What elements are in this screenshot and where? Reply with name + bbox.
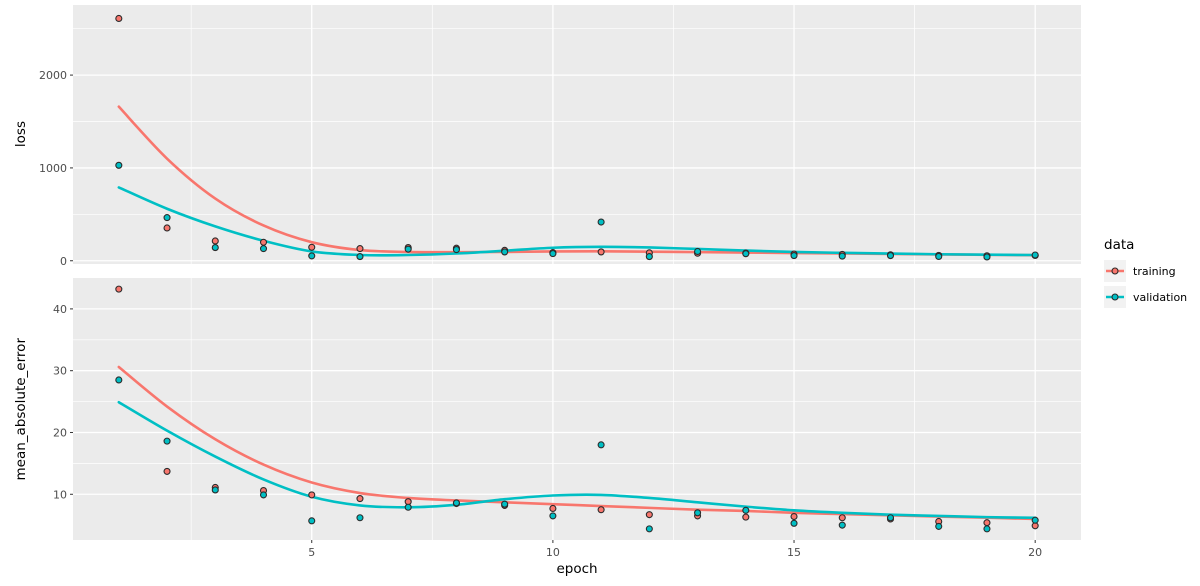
point-validation-loss-epoch-7 (404, 245, 412, 253)
point-validation-loss-epoch-18 (935, 252, 943, 261)
legend-item-training: training (1104, 260, 1187, 282)
y-tick-label: 2000 (39, 69, 67, 82)
panel-background-loss (73, 5, 1081, 264)
point-validation-mean_absolute_error-epoch-1 (115, 376, 123, 384)
point-validation-mean_absolute_error-epoch-15 (790, 519, 798, 527)
point-validation-loss-epoch-4 (259, 245, 268, 253)
point-training-mean_absolute_error-epoch-12 (645, 511, 653, 519)
legend-key-training-icon (1104, 260, 1126, 282)
facet-panel-mean_absolute_error: 10 20 30 40 5 10 15 20 (53, 278, 1081, 559)
point-validation-mean_absolute_error-epoch-14 (742, 506, 750, 514)
facet-panel-loss: 0 1000 2000 (39, 5, 1081, 268)
x-tick-label: 20 (1028, 546, 1042, 559)
legend-label-training: training (1133, 264, 1176, 278)
point-training-loss-epoch-3 (211, 237, 219, 245)
y-tick-label: 10 (53, 488, 67, 501)
point-training-mean_absolute_error-epoch-16 (838, 514, 846, 522)
point-training-mean_absolute_error-epoch-10 (549, 504, 557, 513)
legend: data training validation (1104, 237, 1187, 312)
point-validation-loss-epoch-12 (645, 253, 653, 261)
panel-background-mean_absolute_error (73, 278, 1081, 540)
point-validation-loss-epoch-8 (452, 246, 460, 254)
legend-title: data (1104, 237, 1135, 253)
point-training-mean_absolute_error-epoch-6 (356, 495, 364, 503)
y-axis-title-loss: loss (9, 5, 33, 264)
point-training-loss-epoch-1 (115, 14, 123, 23)
point-validation-loss-epoch-20 (1031, 251, 1039, 259)
point-validation-loss-epoch-2 (163, 214, 171, 222)
y-axis-title-mean-absolute-error: mean_absolute_error (9, 278, 33, 540)
point-validation-loss-epoch-17 (886, 252, 895, 260)
point-validation-loss-epoch-13 (694, 247, 702, 256)
point-training-loss-epoch-4 (259, 238, 268, 246)
point-training-loss-epoch-5 (308, 243, 316, 251)
x-tick-label: 5 (308, 546, 315, 559)
point-training-loss-epoch-6 (356, 245, 364, 253)
point-validation-mean_absolute_error-epoch-19 (983, 525, 991, 533)
point-training-mean_absolute_error-epoch-11 (597, 506, 605, 514)
y-tick-label: 1000 (39, 162, 67, 175)
point-validation-loss-epoch-11 (597, 218, 605, 226)
legend-label-validation: validation (1133, 290, 1188, 304)
point-validation-loss-epoch-15 (790, 252, 798, 260)
point-training-loss-epoch-2 (163, 224, 171, 232)
point-validation-mean_absolute_error-epoch-5 (308, 517, 316, 525)
legend-item-validation: validation (1104, 286, 1187, 308)
y-tick-label: 30 (53, 365, 67, 378)
legend-key-validation-icon (1104, 286, 1126, 308)
point-validation-mean_absolute_error-epoch-17 (886, 514, 895, 522)
point-training-loss-epoch-11 (597, 248, 605, 256)
point-validation-loss-epoch-16 (838, 252, 846, 260)
point-validation-mean_absolute_error-epoch-20 (1031, 516, 1039, 524)
y-tick-label: 0 (60, 255, 67, 268)
smooth-line-validation-loss (117, 186, 1037, 257)
point-validation-loss-epoch-10 (549, 250, 557, 258)
x-tick-label: 10 (546, 546, 560, 559)
point-validation-loss-epoch-19 (983, 253, 991, 261)
point-training-mean_absolute_error-epoch-15 (790, 512, 798, 521)
y-tick-label: 20 (53, 426, 67, 439)
point-training-mean_absolute_error-epoch-5 (308, 491, 316, 499)
point-training-mean_absolute_error-epoch-2 (163, 467, 171, 475)
y-axis-title-mean-absolute-error-text: mean_absolute_error (13, 337, 29, 481)
point-validation-mean_absolute_error-epoch-13 (694, 509, 702, 517)
point-validation-loss-epoch-1 (115, 161, 123, 169)
point-validation-loss-epoch-3 (211, 244, 219, 252)
y-tick-label: 40 (53, 303, 67, 316)
point-validation-mean_absolute_error-epoch-9 (501, 500, 509, 508)
x-axis-title: epoch (556, 561, 598, 577)
point-validation-mean_absolute_error-epoch-7 (404, 503, 412, 511)
point-validation-mean_absolute_error-epoch-4 (259, 491, 268, 499)
point-validation-mean_absolute_error-epoch-16 (838, 521, 846, 529)
point-validation-loss-epoch-6 (356, 253, 364, 261)
point-validation-mean_absolute_error-epoch-6 (356, 514, 364, 522)
point-training-mean_absolute_error-epoch-14 (742, 513, 750, 521)
point-training-mean_absolute_error-epoch-19 (983, 519, 991, 527)
point-validation-mean_absolute_error-epoch-11 (597, 441, 605, 449)
point-validation-loss-epoch-9 (501, 248, 509, 256)
point-validation-mean_absolute_error-epoch-10 (549, 512, 557, 520)
point-validation-mean_absolute_error-epoch-18 (935, 522, 943, 530)
y-axis-title-loss-text: loss (13, 121, 29, 148)
point-training-mean_absolute_error-epoch-1 (115, 285, 123, 293)
point-validation-loss-epoch-14 (742, 250, 750, 258)
x-tick-label: 15 (787, 546, 801, 559)
point-validation-mean_absolute_error-epoch-2 (163, 437, 171, 445)
point-validation-mean_absolute_error-epoch-8 (452, 499, 460, 507)
point-validation-mean_absolute_error-epoch-3 (211, 486, 219, 494)
smooth-line-validation-mean_absolute_error (117, 400, 1037, 520)
point-validation-loss-epoch-5 (308, 252, 316, 260)
point-validation-mean_absolute_error-epoch-12 (645, 525, 653, 533)
